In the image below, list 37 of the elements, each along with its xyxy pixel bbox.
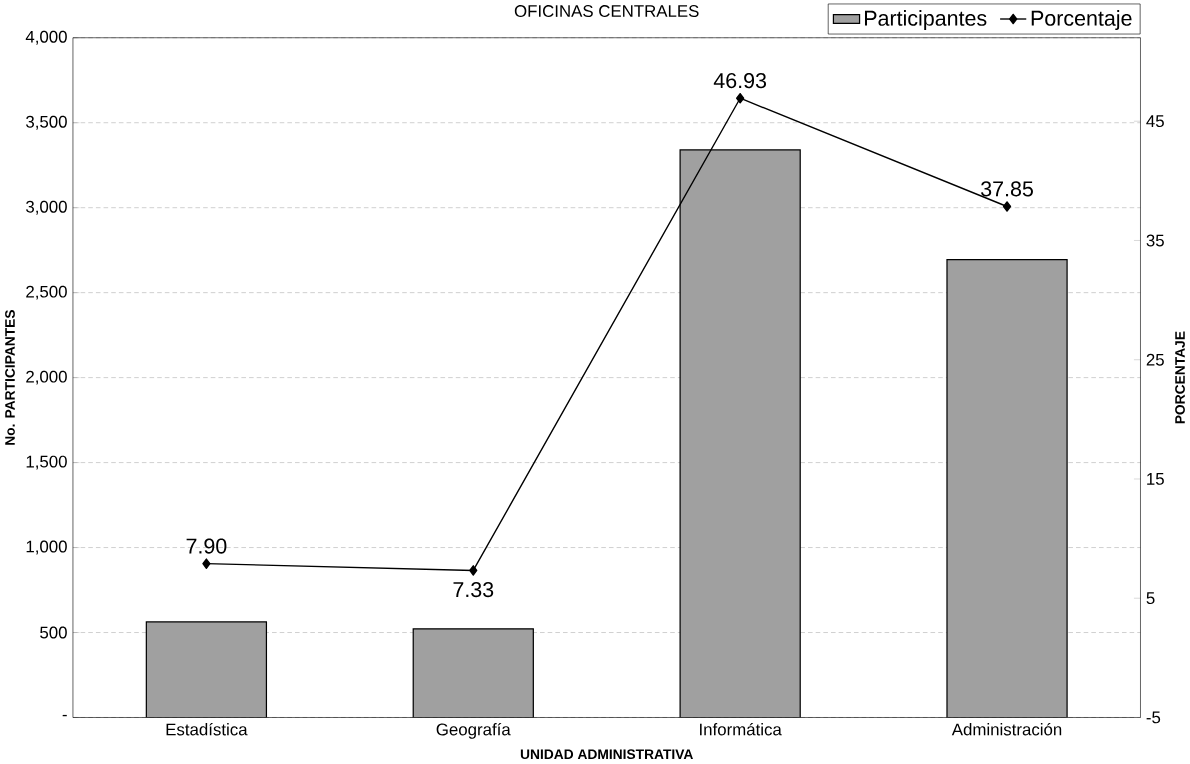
y2-axis-title: PORCENTAJE	[1175, 331, 1185, 424]
y-tick-label: 1,500	[26, 455, 67, 470]
y2-tick-label: 45	[1146, 115, 1164, 128]
bar	[145, 621, 268, 718]
data-label: 7.33	[453, 581, 494, 598]
y-tick-label: 3,500	[26, 115, 67, 130]
x-tick-label: Geografía	[436, 722, 511, 739]
chart-title: OFICINAS CENTRALES	[514, 5, 699, 17]
y2-tick-label: 15	[1147, 473, 1164, 485]
bar	[412, 628, 534, 718]
y2-tick-label: 5	[1146, 592, 1155, 605]
point	[202, 558, 211, 569]
bar	[946, 258, 1068, 718]
y-tick-label: 3,000	[26, 200, 67, 215]
y2-tick-label: 35	[1146, 234, 1164, 247]
y2-tick-label: -5	[1146, 711, 1161, 724]
y-tick-label: 2,000	[26, 370, 67, 385]
bar	[679, 149, 801, 718]
y-tick-label: 2,500	[26, 285, 67, 300]
legend-label: Porcentaje	[1031, 10, 1132, 30]
x-tick-label: Administración	[951, 722, 1062, 736]
point	[736, 92, 745, 104]
y-tick-label: -	[62, 714, 67, 717]
data-label: 7.90	[186, 538, 227, 554]
y-tick-label: 4,000	[25, 30, 67, 45]
data-label: 46.93	[713, 72, 767, 89]
x-tick-label: Informática	[700, 722, 782, 736]
legend-label: Participantes	[864, 10, 987, 30]
point	[1002, 201, 1012, 212]
data-label: 37.85	[981, 181, 1033, 197]
x-axis-title: UNIDAD ADMINISTRATIVA	[520, 749, 693, 759]
y-axis-title: No. PARTICIPANTES	[5, 309, 15, 445]
y-tick-label: 500	[40, 626, 67, 639]
y-tick-label: 1,000	[26, 540, 67, 555]
x-tick-label: Estadística	[166, 722, 248, 736]
point	[469, 565, 478, 576]
y2-tick-label: 25	[1146, 353, 1164, 366]
